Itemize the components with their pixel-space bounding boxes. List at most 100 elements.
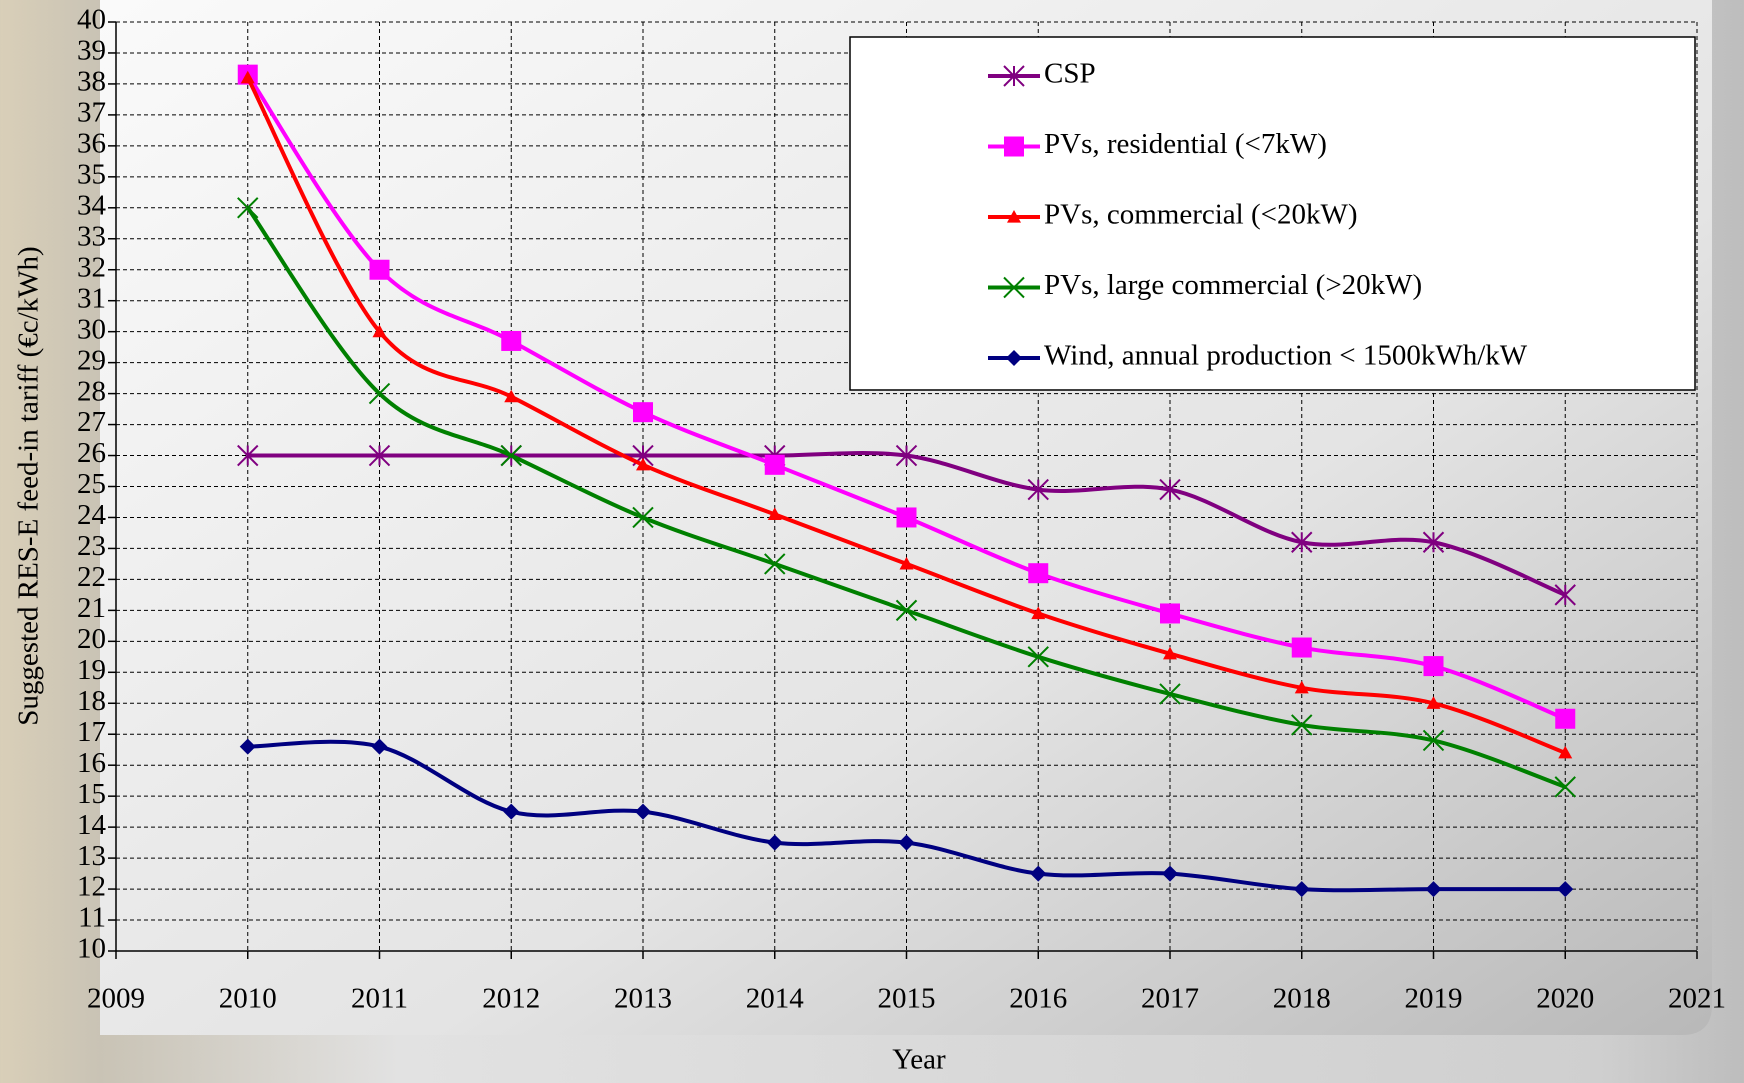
y-tick-label: 28: [77, 375, 106, 407]
marker: [1425, 881, 1442, 898]
marker: [1163, 646, 1177, 660]
series-line: [246, 206, 1566, 789]
marker-shape: [368, 444, 391, 467]
marker: [1027, 646, 1049, 668]
marker: [504, 389, 519, 403]
y-tick-label: 19: [77, 654, 106, 686]
marker: [1294, 680, 1309, 694]
x-axis-label: Year: [892, 1044, 946, 1076]
marker-shape: [1031, 606, 1046, 620]
marker-shape: [503, 803, 520, 820]
marker-shape: [1291, 531, 1313, 553]
marker-shape: [1294, 680, 1309, 694]
legend-label: PVs, commercial (<20kW): [1044, 199, 1358, 231]
marker: [368, 444, 391, 467]
x-tick-label: 2010: [219, 983, 277, 1015]
marker-shape: [898, 834, 915, 851]
marker: [240, 70, 255, 84]
marker-shape: [368, 382, 391, 405]
marker-shape: [1030, 865, 1047, 882]
marker: [237, 197, 259, 219]
marker-shape: [1422, 729, 1445, 752]
marker: [636, 457, 650, 471]
marker-shape: [239, 738, 256, 755]
marker-shape: [635, 803, 651, 820]
marker: [500, 444, 522, 467]
marker: [1159, 683, 1181, 705]
marker-shape: [636, 457, 650, 471]
marker-shape: [766, 834, 783, 851]
x-tick-label: 2015: [878, 983, 936, 1015]
marker-shape: [372, 324, 387, 338]
marker-shape: [237, 197, 259, 219]
marker: [1291, 637, 1312, 658]
marker: [1160, 603, 1180, 624]
marker: [767, 507, 782, 520]
marker: [1422, 531, 1445, 553]
x-tick-label: 2012: [482, 983, 540, 1015]
marker-shape: [369, 259, 390, 280]
y-tick-label: 26: [77, 437, 106, 469]
y-tick-label: 40: [77, 4, 106, 36]
series-line: [246, 73, 1566, 721]
marker-shape: [764, 454, 785, 475]
y-tick-label: 25: [77, 468, 106, 500]
marker: [1558, 745, 1573, 759]
x-tick-label: 2019: [1405, 983, 1463, 1015]
marker-shape: [767, 507, 782, 520]
marker: [501, 330, 522, 351]
marker: [635, 803, 651, 820]
x-tick-label: 2016: [1009, 983, 1067, 1015]
x-tick-label: 2017: [1141, 983, 1199, 1015]
y-tick-label: 29: [77, 344, 106, 376]
marker-shape: [1159, 478, 1181, 501]
y-tick-label: 12: [77, 871, 106, 903]
y-tick-label: 30: [77, 313, 106, 345]
y-tick-label: 32: [77, 251, 106, 283]
y-tick-label: 34: [77, 189, 107, 221]
marker-shape: [1426, 696, 1441, 709]
marker: [898, 834, 915, 851]
marker-shape: [1027, 478, 1049, 501]
marker: [1557, 881, 1574, 898]
marker-shape: [1554, 776, 1576, 798]
x-tick-label: 2013: [614, 983, 672, 1015]
marker-shape: [1557, 881, 1574, 898]
marker-shape: [1007, 210, 1021, 223]
marker: [369, 259, 390, 280]
legend-label: PVs, residential (<7kW): [1044, 128, 1327, 160]
marker: [1554, 776, 1576, 798]
marker-shape: [1159, 683, 1181, 705]
marker: [1554, 584, 1576, 606]
y-tick-label: 39: [77, 35, 106, 67]
marker: [371, 738, 388, 755]
x-tick-label: 2014: [746, 983, 805, 1015]
marker: [764, 553, 786, 575]
marker-shape: [899, 556, 914, 570]
x-tick-label: 2011: [351, 983, 408, 1015]
marker-shape: [1423, 656, 1444, 677]
y-axis-label: Suggested RES-E feed-in tariff (€c/kWh): [13, 246, 45, 725]
y-tick-label: 27: [77, 406, 106, 438]
marker-shape: [1291, 714, 1313, 736]
marker: [1006, 350, 1022, 366]
marker-shape: [1555, 708, 1576, 729]
y-tick-label: 14: [77, 809, 107, 841]
marker: [1007, 210, 1021, 223]
marker: [895, 444, 918, 467]
marker-shape: [237, 444, 259, 467]
y-tick-label: 22: [77, 561, 106, 593]
series-line: [245, 76, 1566, 755]
marker-shape: [1006, 350, 1022, 366]
marker-shape: [371, 738, 388, 755]
marker-shape: [1027, 646, 1049, 668]
y-tick-label: 33: [77, 220, 106, 252]
marker-shape: [1003, 65, 1025, 87]
marker: [372, 324, 387, 338]
legend-label: CSP: [1044, 58, 1096, 90]
marker: [1159, 478, 1181, 501]
marker: [1162, 865, 1178, 882]
x-tick-label: 2009: [87, 983, 145, 1015]
marker-shape: [1004, 136, 1024, 157]
